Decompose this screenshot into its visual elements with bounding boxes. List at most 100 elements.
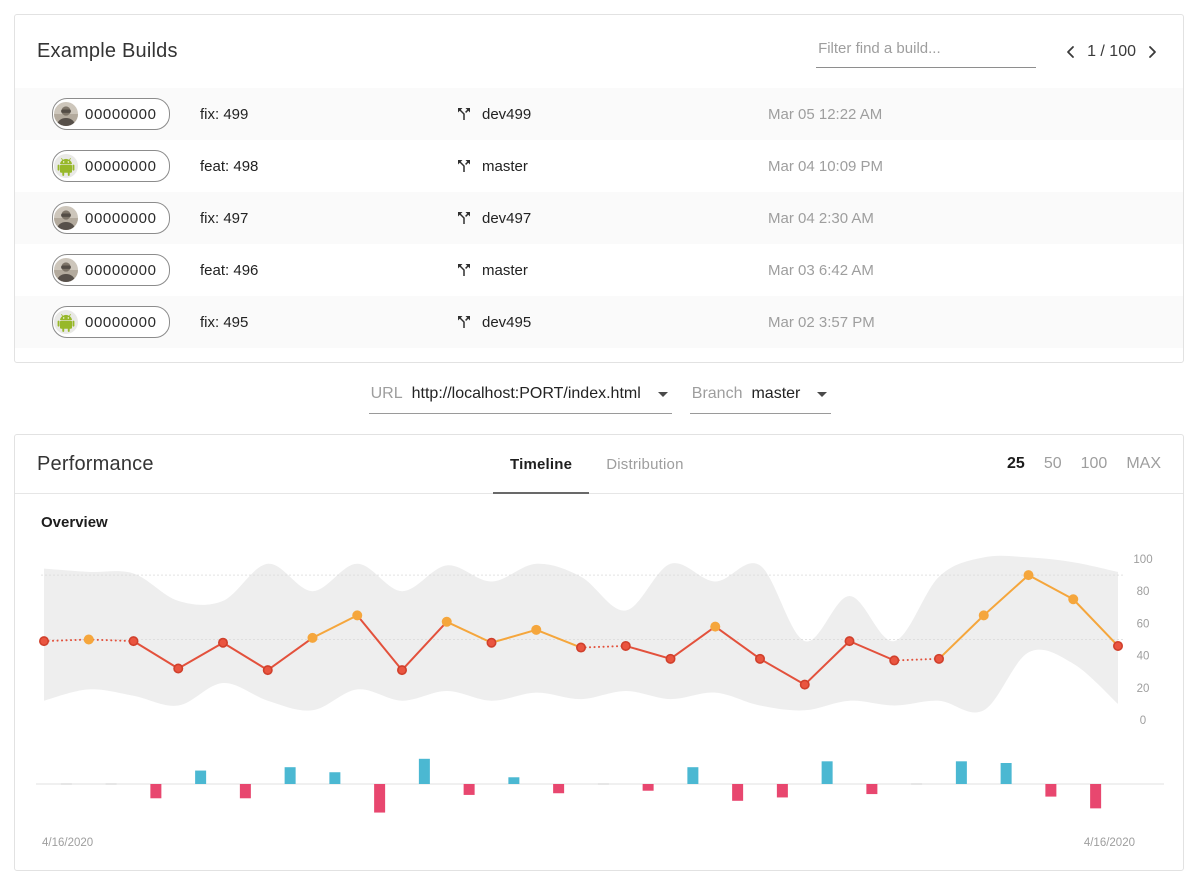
- delta-bar-zero: [105, 783, 117, 785]
- x-axis-start-date: 4/16/2020: [42, 837, 93, 849]
- filter-build-input[interactable]: Filter find a build...: [816, 36, 1037, 68]
- delta-bar-up: [284, 767, 296, 784]
- score-point: [218, 637, 229, 648]
- url-select[interactable]: URL http://localhost:PORT/index.html: [368, 379, 672, 414]
- prev-page-button[interactable]: [1062, 43, 1080, 61]
- delta-bar-zero: [597, 783, 609, 785]
- score-line-segment: [669, 625, 717, 660]
- y-axis-tick-label: 0: [1140, 715, 1146, 727]
- score-point: [844, 636, 855, 647]
- tab-timeline[interactable]: Timeline: [493, 435, 590, 494]
- build-hash-pill[interactable]: 00000000: [52, 254, 170, 286]
- range-50[interactable]: 50: [1043, 455, 1062, 472]
- score-point: [83, 634, 94, 645]
- branch-name: dev495: [482, 313, 532, 331]
- delta-bar-down: [642, 784, 654, 791]
- score-point: [933, 653, 944, 664]
- score-point: [1113, 640, 1124, 651]
- android-avatar-icon: [54, 310, 78, 334]
- score-line-segment: [624, 644, 672, 660]
- build-row[interactable]: 00000000 feat: 498 master Mar 04 10:09 P…: [15, 140, 1183, 192]
- next-page-button[interactable]: [1143, 43, 1161, 61]
- range-band-area: [44, 555, 1118, 713]
- builds-pagination: 1 / 100: [1062, 43, 1161, 61]
- delta-bar-up: [329, 772, 341, 784]
- branch-cell: master: [455, 157, 768, 175]
- branch-name: dev499: [482, 105, 532, 123]
- score-point: [889, 655, 900, 666]
- x-axis-end-date: 4/16/2020: [1084, 837, 1135, 849]
- avatar: [54, 154, 78, 178]
- branch-select[interactable]: Branch master: [689, 379, 832, 414]
- score-line-segment: [311, 614, 359, 639]
- build-hash: 00000000: [85, 313, 157, 331]
- score-line-segment: [580, 644, 627, 649]
- chart-selectors: URL http://localhost:PORT/index.html Bra…: [0, 379, 1200, 414]
- build-row[interactable]: 00000000 fix: 499 dev499 Mar 05 12:22 AM: [15, 88, 1183, 140]
- chart-section-label: Overview: [41, 514, 108, 531]
- person-avatar-icon: [54, 102, 78, 126]
- delta-bar-up: [821, 761, 833, 784]
- build-hash: 00000000: [85, 105, 157, 123]
- overview-chart[interactable]: 0 20 40 60 80 100 4/16/2020 4/16/2020: [15, 494, 1183, 871]
- build-hash-pill[interactable]: 00000000: [52, 306, 170, 338]
- range-25[interactable]: 25: [1007, 455, 1025, 472]
- score-point: [620, 640, 631, 651]
- tab-distribution[interactable]: Distribution: [606, 455, 684, 473]
- build-timestamp: Mar 03 6:42 AM: [768, 261, 874, 279]
- delta-bar-zero: [911, 783, 923, 785]
- score-point: [1068, 594, 1079, 605]
- score-point: [799, 679, 810, 690]
- y-axis-tick-label: 80: [1137, 586, 1150, 598]
- build-timestamp: Mar 04 2:30 AM: [768, 209, 874, 227]
- chevron-right-icon: [1149, 45, 1156, 58]
- avatar: [54, 102, 78, 126]
- score-line-segment: [803, 640, 851, 686]
- score-line-segment: [356, 614, 403, 672]
- performance-card: Performance Timeline Distribution 25 50 …: [14, 434, 1184, 871]
- delta-bar-up: [195, 770, 207, 784]
- build-hash-pill[interactable]: 00000000: [52, 150, 170, 182]
- builds-header: Example Builds Filter find a build... 1 …: [15, 15, 1183, 88]
- performance-tabs: Timeline Distribution: [493, 435, 701, 494]
- build-timestamp: Mar 04 10:09 PM: [768, 157, 884, 175]
- branch-cell: master: [455, 261, 768, 279]
- timeline-chart: Overview 0 20 40 60 80 100 4/16/2020 4/16/2020: [15, 494, 1183, 871]
- score-point: [1023, 570, 1034, 581]
- commit-message: fix: 499: [200, 105, 249, 123]
- range-100[interactable]: 100: [1080, 455, 1108, 472]
- caret-down-icon: [817, 391, 828, 397]
- url-select-label: URL: [370, 385, 403, 402]
- range-selector: 25 50 100 MAX: [1007, 455, 1161, 473]
- build-hash-pill[interactable]: 00000000: [52, 98, 170, 130]
- delta-bar-up: [687, 767, 699, 784]
- url-select-value: http://localhost:PORT/index.html: [411, 385, 641, 402]
- android-avatar-icon: [54, 154, 78, 178]
- commit-message: fix: 497: [200, 209, 249, 227]
- person-avatar-icon: [54, 206, 78, 230]
- build-hash-pill[interactable]: 00000000: [52, 202, 170, 234]
- score-point: [396, 665, 407, 676]
- delta-bar-up: [1000, 763, 1012, 784]
- branch-icon: [458, 264, 470, 276]
- range-max[interactable]: MAX: [1126, 455, 1161, 472]
- person-avatar-icon: [54, 258, 78, 282]
- build-row[interactable]: 00000000 fix: 495 dev495 Mar 02 3:57 PM: [15, 296, 1183, 348]
- score-line-segment: [266, 636, 314, 672]
- delta-bar-down: [553, 784, 565, 794]
- score-line-segment: [1072, 598, 1119, 647]
- score-line-segment: [893, 657, 940, 662]
- commit-message: feat: 498: [200, 157, 259, 175]
- branch-select-value: master: [751, 385, 801, 402]
- build-timestamp: Mar 02 3:57 PM: [768, 313, 875, 331]
- branch-select-label: Branch: [691, 385, 743, 402]
- score-line-segment: [87, 638, 135, 643]
- score-line-segment: [490, 628, 538, 644]
- branch-icon: [458, 108, 470, 120]
- score-point: [754, 653, 765, 664]
- build-row[interactable]: 00000000 feat: 496 master Mar 03 6:42 AM: [15, 244, 1183, 296]
- branch-icon: [458, 212, 470, 224]
- delta-bar-up: [955, 761, 967, 784]
- score-line-segment: [848, 640, 896, 662]
- build-row[interactable]: 00000000 fix: 497 dev497 Mar 04 2:30 AM: [15, 192, 1183, 244]
